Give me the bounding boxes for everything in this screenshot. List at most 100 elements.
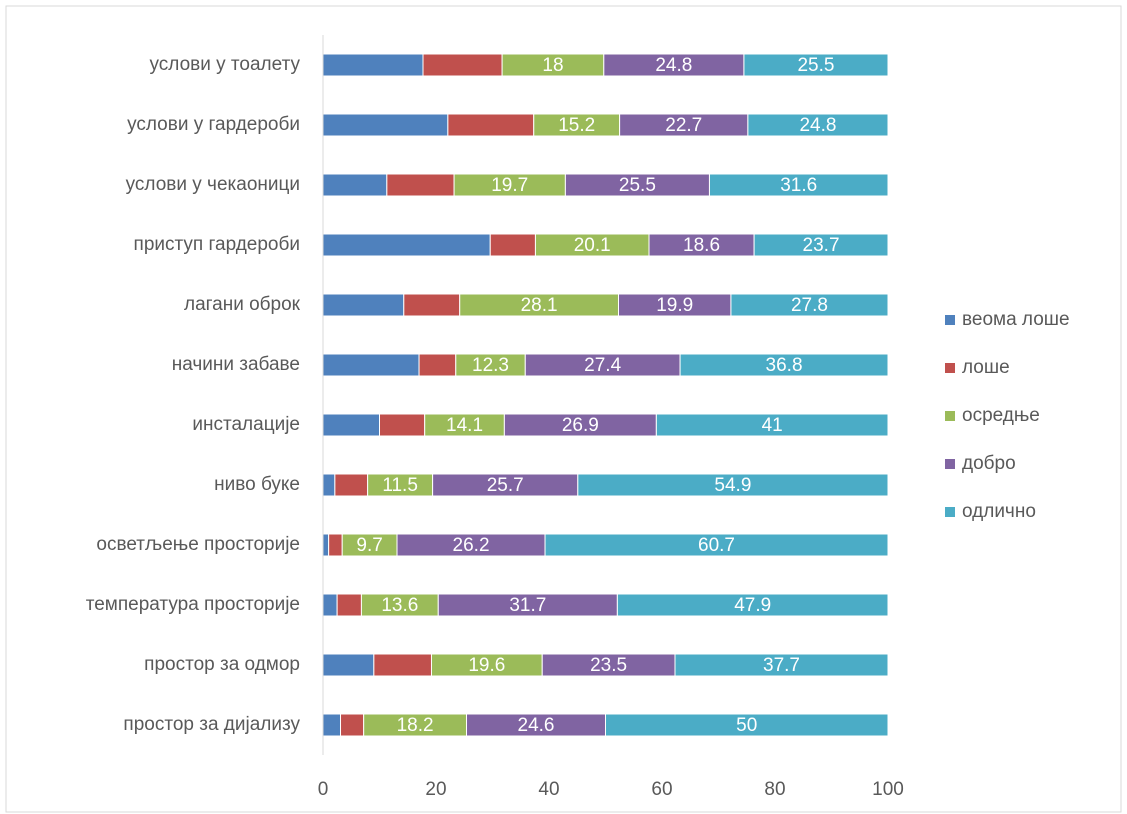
data-label: 20.1 [574, 235, 611, 256]
bar-segment [418, 353, 457, 377]
data-label: 23.5 [590, 655, 627, 676]
bar-segment [655, 413, 889, 437]
data-label: 41 [762, 415, 783, 436]
bar-segment [605, 713, 889, 737]
bar-segment [336, 593, 362, 617]
data-label: 54.9 [714, 475, 751, 496]
y-tick-label: простор за одмор [144, 654, 300, 675]
data-label: 60.7 [698, 535, 735, 556]
bar-segment [730, 293, 889, 317]
data-label: 19.7 [491, 175, 528, 196]
bar-segment [340, 713, 365, 737]
bar-segment [322, 293, 405, 317]
y-tick-label: приступ гардероби [134, 234, 300, 255]
y-tick-label: инсталације [192, 414, 300, 435]
bar-segment [322, 233, 491, 257]
y-tick-label: услови у тоалету [150, 54, 301, 75]
legend-swatch [945, 459, 955, 469]
data-label: 28.1 [521, 295, 558, 316]
x-tick-label: 0 [318, 779, 329, 800]
bar-segment [447, 113, 535, 137]
data-label: 22.7 [665, 115, 702, 136]
data-label: 12.3 [472, 355, 509, 376]
legend-swatch [945, 411, 955, 421]
bar-segment [322, 113, 449, 137]
y-tick-label: услови у гардероби [127, 114, 300, 135]
data-label: 36.8 [766, 355, 803, 376]
bar-segment [322, 593, 338, 617]
data-label: 25.5 [797, 55, 834, 76]
data-label: 13.6 [381, 595, 418, 616]
bar-segment [747, 113, 889, 137]
y-tick-label: осветљење просторије [96, 534, 300, 555]
bar-segment [322, 473, 336, 497]
y-tick-label: начини забаве [172, 354, 300, 375]
data-label: 25.7 [487, 475, 524, 496]
y-tick-label: ниво буке [214, 474, 300, 495]
legend-label: осредње [962, 405, 1040, 426]
bar-segment [328, 533, 343, 557]
bar-segment [753, 233, 889, 257]
data-label: 26.9 [562, 415, 599, 436]
legend-swatch [945, 507, 955, 517]
data-label: 27.4 [584, 355, 621, 376]
data-label: 24.8 [799, 115, 836, 136]
data-label: 24.8 [655, 55, 692, 76]
bar-segment [674, 653, 889, 677]
x-tick-label: 60 [651, 779, 672, 800]
bar-segment [743, 53, 889, 77]
bar-segment [489, 233, 536, 257]
data-label: 24.6 [518, 715, 555, 736]
data-label: 37.7 [763, 655, 800, 676]
x-tick-label: 80 [764, 779, 785, 800]
bar-segment [322, 653, 375, 677]
legend-swatch [945, 315, 955, 325]
data-label: 19.6 [468, 655, 505, 676]
y-tick-label: температура просторије [86, 594, 300, 615]
data-label: 31.6 [780, 175, 817, 196]
bar-segment [422, 53, 503, 77]
data-label: 18 [542, 55, 563, 76]
bar-segment [386, 173, 455, 197]
x-tick-label: 40 [538, 779, 559, 800]
data-label: 11.5 [382, 475, 418, 496]
y-tick-label: простор за дијализу [123, 714, 300, 735]
data-label: 26.2 [453, 535, 490, 556]
legend-label: одлично [962, 501, 1036, 522]
data-label: 14.1 [446, 415, 483, 436]
x-tick-label: 20 [425, 779, 446, 800]
bar-segment [616, 593, 889, 617]
data-label: 31.7 [509, 595, 546, 616]
bar-segment [322, 53, 424, 77]
chart-border [5, 5, 1122, 813]
bar-segment [322, 353, 420, 377]
bar-segment [403, 293, 461, 317]
bar-segment [322, 713, 342, 737]
bar-segment [322, 173, 388, 197]
x-tick-label: 100 [872, 779, 904, 800]
data-label: 19.9 [656, 295, 693, 316]
bar-segment [334, 473, 369, 497]
bar-segment [322, 533, 330, 557]
bar-segment [379, 413, 426, 437]
bar-segment [373, 653, 432, 677]
data-label: 50 [736, 715, 757, 736]
data-label: 47.9 [734, 595, 771, 616]
y-tick-label: лагани оброк [184, 294, 301, 315]
data-label: 27.8 [791, 295, 828, 316]
bar-segment [544, 533, 889, 557]
legend-label: веома лоше [962, 309, 1070, 330]
bar-segment [679, 353, 889, 377]
bar-segment [708, 173, 889, 197]
bar-segment [322, 413, 380, 437]
legend-swatch [945, 363, 955, 373]
data-label: 18.2 [397, 715, 434, 736]
data-label: 9.7 [356, 535, 382, 556]
data-label: 23.7 [803, 235, 840, 256]
legend-label: лоше [962, 357, 1010, 378]
data-label: 15.2 [558, 115, 595, 136]
bar-segment [577, 473, 889, 497]
data-label: 18.6 [683, 235, 720, 256]
y-tick-label: услови у чекаоници [126, 174, 300, 195]
